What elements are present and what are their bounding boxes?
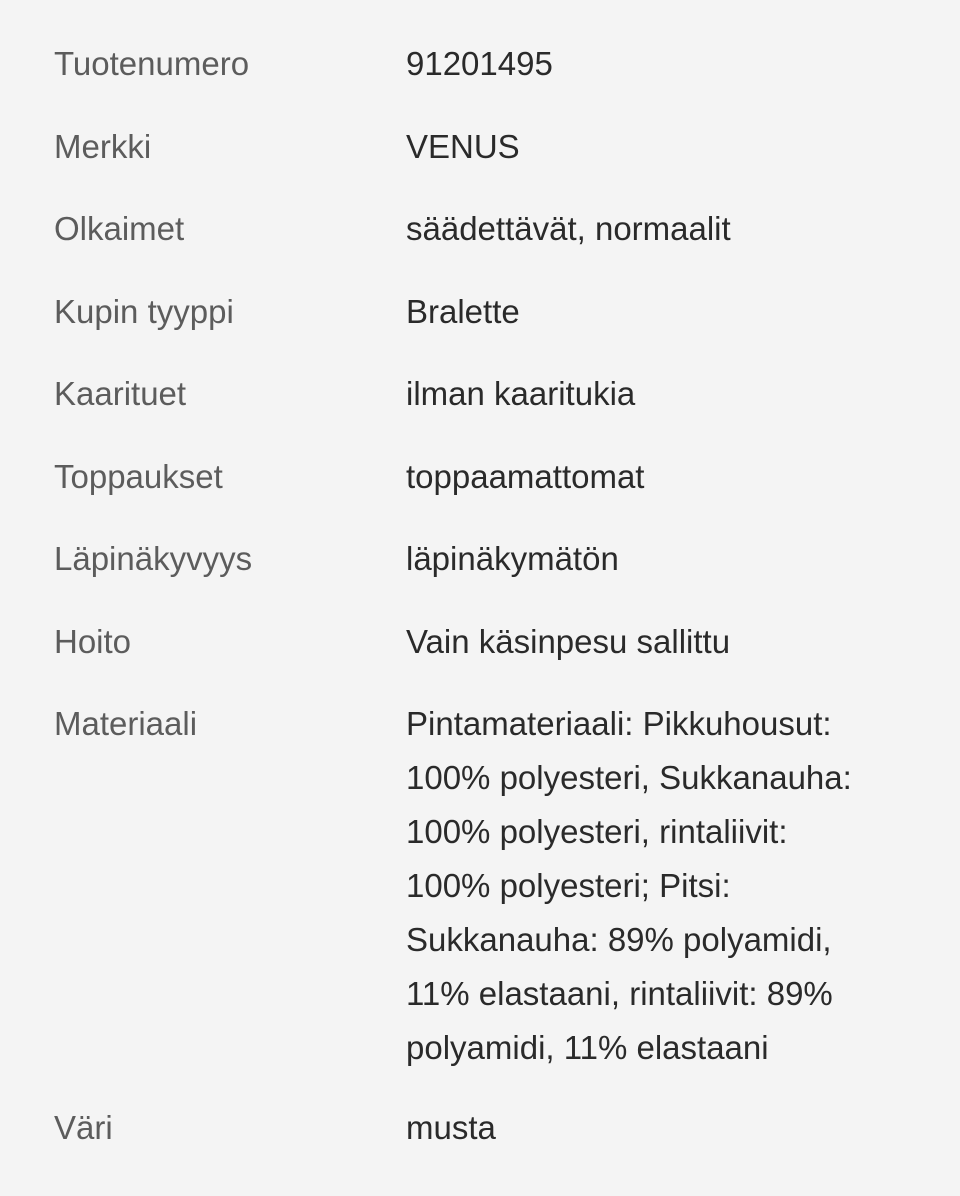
row-value: Pintamateriaali: Pikkuhousut: 100% polye… [406, 697, 852, 1075]
detail-row-care: Hoito Vain käsinpesu sallittu [0, 601, 960, 684]
detail-row-straps: Olkaimet säädettävät, normaalit [0, 188, 960, 271]
detail-row-brand: Merkki VENUS [0, 106, 960, 189]
material-line: Pintamateriaali: Pikkuhousut: [406, 705, 832, 742]
row-label: Materiaali [54, 705, 198, 742]
row-label: Läpinäkyvyys [54, 540, 253, 577]
row-value: VENUS [406, 127, 520, 165]
row-value: 91201495 [406, 45, 553, 82]
row-value: säädettävät, normaalit [406, 210, 731, 247]
detail-row-product-number: Tuotenumero 91201495 [0, 23, 960, 106]
row-label: Väri [54, 1109, 113, 1146]
row-label: Tuotenumero [54, 45, 250, 82]
row-value: ilman kaaritukia [406, 375, 636, 412]
material-line: 100% polyesteri, Sukkanauha: [406, 759, 852, 796]
detail-row-underwire: Kaarituet ilman kaaritukia [0, 353, 960, 436]
detail-row-cup-type: Kupin tyyppi Bralette [0, 271, 960, 354]
row-value: toppaamattomat [406, 457, 645, 495]
row-label: Kupin tyyppi [54, 292, 234, 330]
row-label: Kaarituet [54, 375, 187, 412]
row-value: Vain käsinpesu sallittu [406, 622, 731, 660]
row-value: musta [406, 1109, 496, 1146]
material-line: 100% polyesteri; Pitsi: [406, 867, 731, 904]
material-line: polyamidi, 11% elastaani [406, 1029, 769, 1066]
detail-row-material: Materiaali Pintamateriaali: Pikkuhousut:… [0, 683, 960, 1087]
detail-row-padding: Toppaukset toppaamattomat [0, 436, 960, 519]
material-line: 100% polyesteri, rintaliivit: [406, 813, 788, 850]
material-line: 11% elastaani, rintaliivit: 89% [406, 975, 833, 1012]
row-label: Hoito [54, 622, 132, 660]
row-value: Bralette [406, 292, 520, 330]
row-label: Toppaukset [54, 457, 223, 495]
row-value: läpinäkymätön [406, 540, 619, 577]
detail-row-transparency: Läpinäkyvyys läpinäkymätön [0, 518, 960, 601]
product-details-table: Tuotenumero 91201495 Merkki VENUS Olkaim… [0, 23, 960, 1170]
material-line: Sukkanauha: 89% polyamidi, [406, 921, 832, 958]
row-label: Olkaimet [54, 210, 185, 247]
row-label: Merkki [54, 127, 152, 165]
detail-row-color: Väri musta [0, 1087, 960, 1170]
